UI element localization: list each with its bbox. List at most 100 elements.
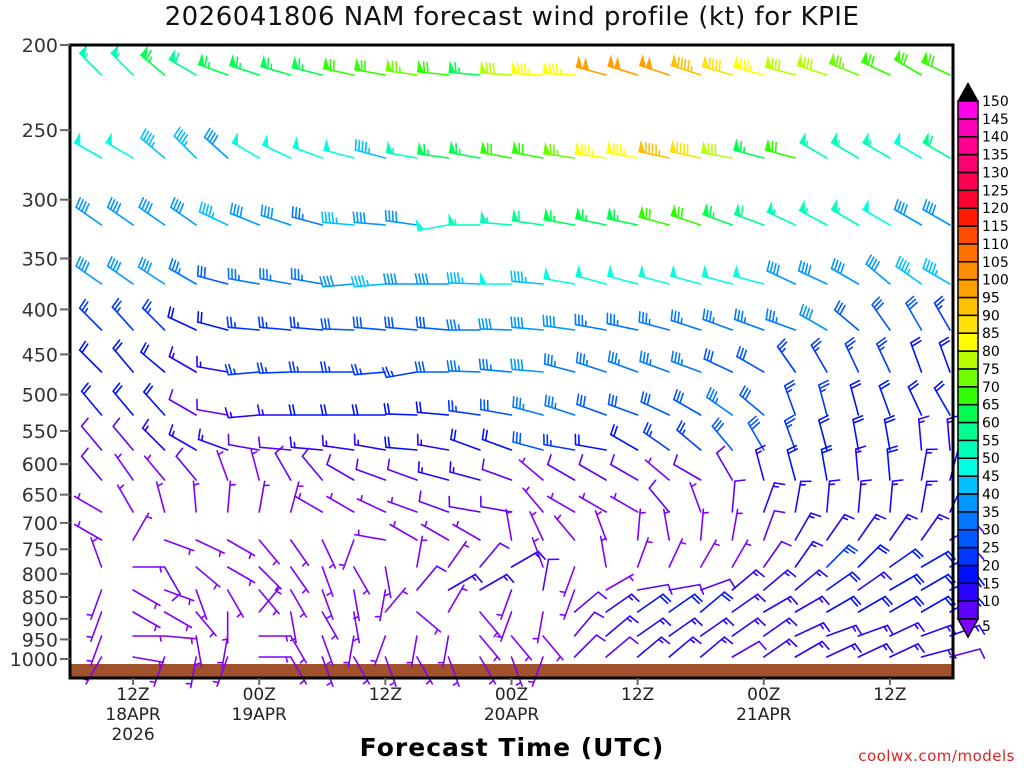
wind-barb — [762, 482, 786, 513]
barb-staff — [289, 566, 310, 594]
barb-staff — [920, 513, 941, 541]
barb-staff — [189, 656, 197, 689]
colorbar-label: 115 — [982, 219, 1009, 235]
barb-full — [168, 424, 174, 436]
barb-half — [818, 597, 824, 603]
barb-full — [718, 60, 721, 73]
barb-full — [418, 361, 422, 373]
barb-full — [229, 316, 233, 329]
barb-full — [674, 351, 678, 364]
barb-full — [774, 58, 777, 71]
barb-full — [143, 382, 151, 393]
barb-staff — [385, 446, 418, 451]
barb-full — [211, 134, 219, 146]
wind-barb — [920, 624, 957, 637]
barb-flag — [575, 264, 583, 279]
wind-barb — [578, 454, 607, 481]
wind-barb — [794, 595, 830, 613]
barb-half — [815, 571, 822, 577]
colorbar-label: 70 — [982, 380, 1000, 396]
barb-full — [891, 479, 904, 482]
barb-half — [906, 268, 911, 276]
barb-flag — [614, 56, 622, 71]
barb-full — [709, 351, 714, 363]
barb-half — [936, 516, 943, 521]
barb-staff — [140, 137, 166, 159]
colorbar-label: 95 — [982, 290, 1000, 306]
barb-full — [680, 57, 684, 70]
wind-barbs — [73, 44, 986, 689]
colorbar-label: 40 — [982, 487, 1000, 503]
barb-half — [496, 613, 504, 617]
wind-barb — [553, 514, 576, 541]
barb-full — [878, 379, 889, 387]
barb-half — [882, 644, 888, 651]
wind-barb — [479, 635, 501, 662]
barb-staff — [731, 508, 739, 541]
colorbar-bin — [957, 135, 979, 156]
barb-flag — [893, 132, 901, 147]
wind-barb — [140, 45, 166, 76]
barb-full — [630, 593, 640, 603]
barb-staff — [594, 510, 607, 541]
credit-link[interactable]: coolwx.com/models — [858, 747, 1015, 765]
barb-flag — [543, 141, 551, 156]
wind-barb — [766, 200, 797, 226]
barb-full — [614, 352, 618, 365]
wind-barb — [731, 508, 743, 541]
barb-staff — [227, 443, 261, 451]
wind-barb — [256, 362, 292, 374]
wind-barb — [322, 56, 355, 76]
barb-full — [421, 361, 426, 373]
barb-staff — [636, 508, 642, 541]
barb-full — [208, 205, 213, 218]
barb-full — [867, 54, 872, 66]
wind-barb — [794, 622, 831, 637]
wind-barb — [374, 589, 387, 622]
barb-full — [886, 445, 898, 450]
barb-full — [109, 199, 116, 211]
barb-full — [393, 273, 398, 285]
barb-full — [645, 424, 652, 436]
barb-full — [670, 350, 674, 363]
barb-staff — [321, 611, 339, 640]
barb-staff — [605, 615, 631, 637]
wind-barb — [670, 350, 702, 373]
barb-half — [506, 510, 513, 515]
barb-full — [758, 640, 767, 650]
barb-staff — [826, 643, 856, 658]
barb-full — [905, 295, 915, 304]
wind-barb — [636, 537, 653, 568]
barb-staff — [227, 371, 261, 376]
barb-staff — [258, 589, 280, 615]
barb-full — [239, 206, 243, 219]
barb-staff — [889, 548, 917, 568]
barb-staff — [857, 544, 882, 568]
barb-half — [285, 656, 289, 663]
barb-staff — [112, 425, 134, 451]
barb-staff — [290, 446, 324, 451]
barb-full — [457, 272, 461, 285]
barb-half — [714, 397, 719, 405]
barb-half — [190, 637, 193, 645]
barb-full — [850, 383, 862, 390]
barb-full — [198, 201, 203, 213]
barb-full — [833, 259, 839, 272]
barb-full — [711, 391, 718, 403]
barb-half — [646, 540, 653, 544]
barb-flag — [574, 141, 583, 156]
barb-half — [657, 638, 664, 644]
colorbar-bin — [957, 457, 979, 477]
barb-half — [744, 542, 752, 547]
barb-full — [692, 636, 702, 645]
barb-staff — [844, 343, 860, 373]
wind-barb — [496, 611, 513, 642]
barb-full — [713, 420, 722, 430]
barb-full — [388, 210, 391, 222]
wind-barb — [762, 569, 797, 591]
barb-full — [868, 256, 875, 268]
barb-staff — [668, 636, 694, 658]
barb-half — [680, 359, 684, 366]
wind-barb — [543, 352, 576, 373]
wind-barb — [80, 417, 103, 451]
